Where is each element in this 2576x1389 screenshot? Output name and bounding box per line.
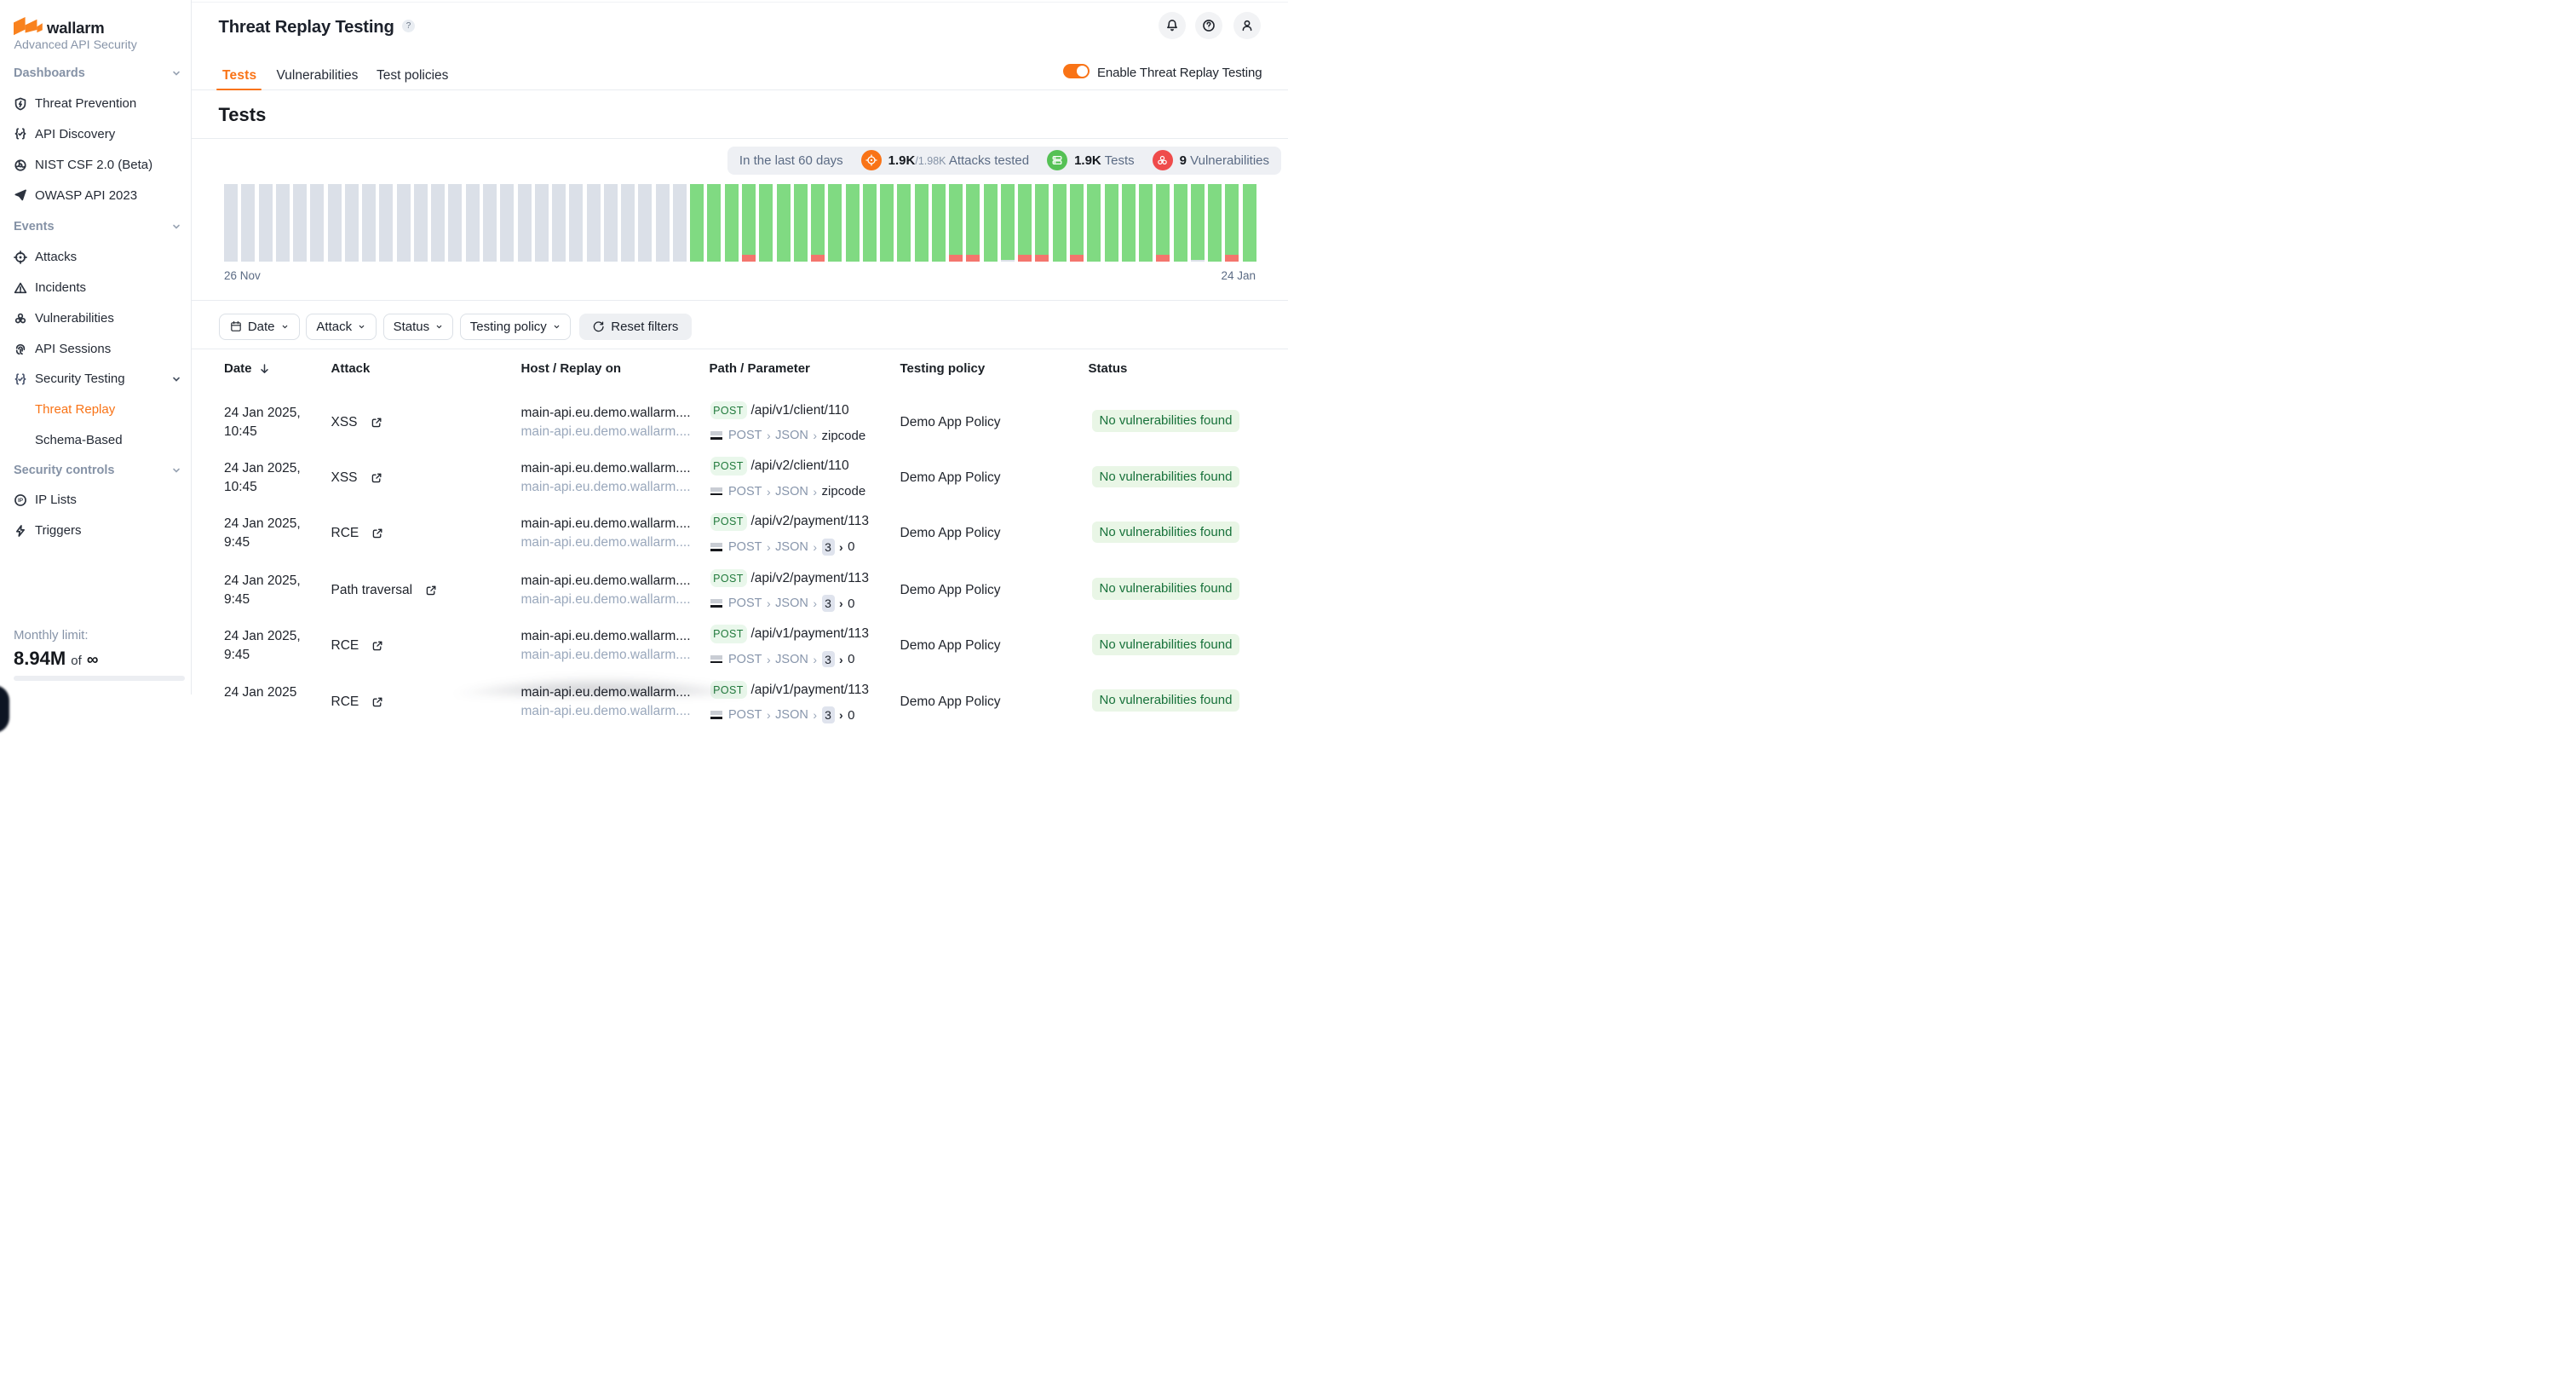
svg-text:IP: IP [18,498,24,504]
